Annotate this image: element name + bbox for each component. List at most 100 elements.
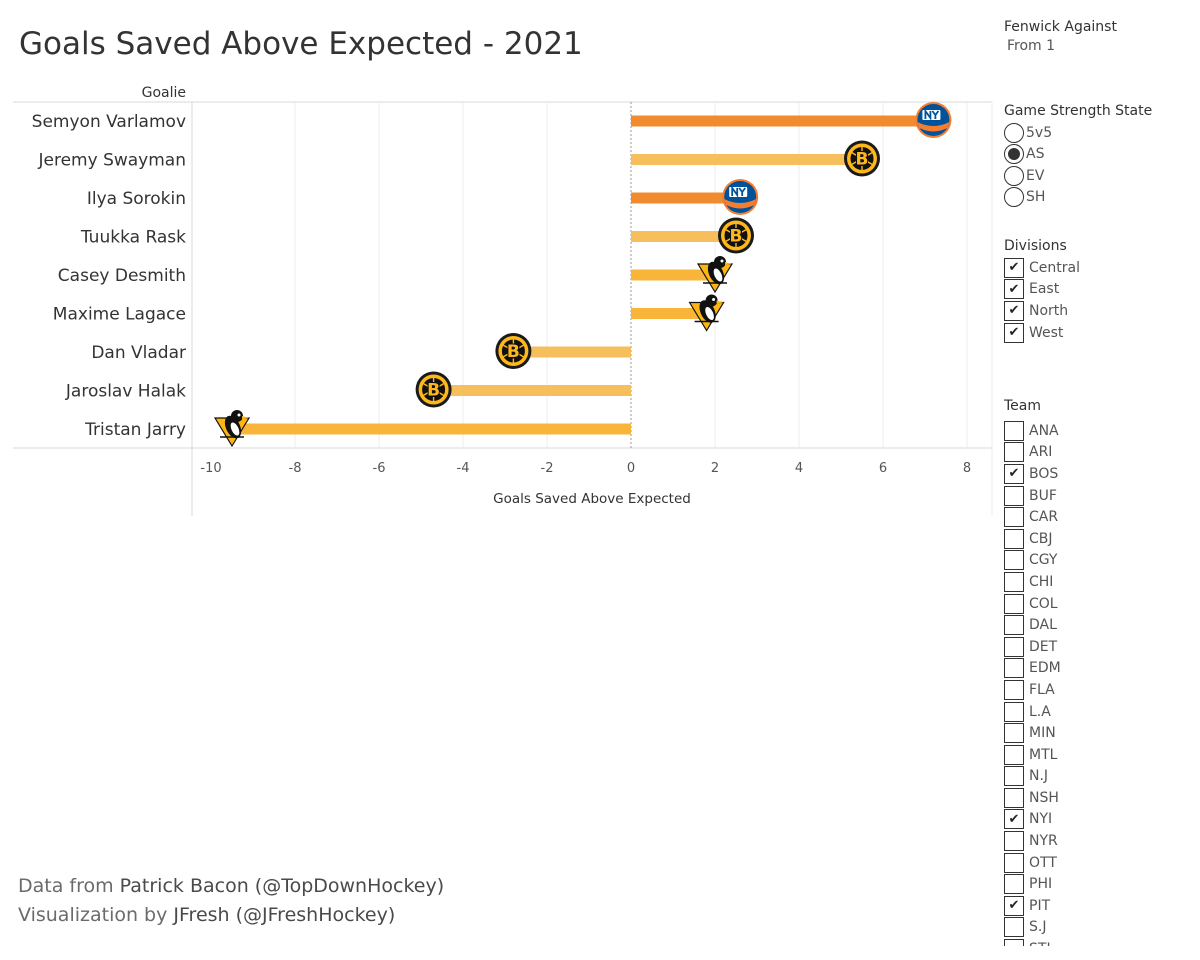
team-option-chi[interactable]: CHI	[1004, 571, 1124, 593]
radio-button[interactable]	[1004, 165, 1024, 186]
strength-option-label: AS	[1026, 146, 1045, 163]
team-option-det[interactable]: DET	[1004, 636, 1124, 658]
team-option-cgy[interactable]: CGY	[1004, 550, 1124, 572]
team-option-nyr[interactable]: NYR	[1004, 830, 1124, 852]
strength-option-5v5[interactable]: 5v5	[1004, 122, 1152, 144]
team-option-label: NYI	[1029, 811, 1053, 828]
bar-semyon-varlamov[interactable]	[631, 115, 934, 127]
islanders-logo-icon	[722, 179, 759, 215]
strength-option-label: SH	[1026, 189, 1046, 206]
fenwick-filter-value[interactable]: From 1	[1007, 38, 1056, 54]
team-option-la[interactable]: L.A	[1004, 701, 1124, 723]
team-option-dal[interactable]: DAL	[1004, 614, 1124, 636]
team-option-ana[interactable]: ANA	[1004, 420, 1124, 442]
checkbox[interactable]	[1004, 917, 1024, 938]
team-option-nyi[interactable]: ✔ NYI	[1004, 809, 1124, 831]
checkbox[interactable]	[1004, 636, 1024, 657]
checkbox[interactable]: ✔	[1004, 322, 1024, 343]
goalie-label: Maxime Lagace	[53, 305, 186, 325]
bars-layer: B B B B	[213, 102, 952, 448]
team-option-stl[interactable]: STL	[1004, 938, 1124, 946]
checkbox[interactable]	[1004, 442, 1024, 463]
bar-tristan-jarry[interactable]	[232, 423, 631, 435]
checkbox[interactable]: ✔	[1004, 279, 1024, 300]
radio-button[interactable]	[1004, 144, 1024, 165]
team-option-nj[interactable]: N.J	[1004, 766, 1124, 788]
checkbox[interactable]	[1004, 787, 1024, 808]
team-option-col[interactable]: COL	[1004, 593, 1124, 615]
team-option-phi[interactable]: PHI	[1004, 873, 1124, 895]
checkbox[interactable]	[1004, 766, 1024, 787]
team-option-bos[interactable]: ✔ BOS	[1004, 463, 1124, 485]
team-option-mtl[interactable]: MTL	[1004, 744, 1124, 766]
checkbox[interactable]: ✔	[1004, 463, 1024, 484]
team-option-edm[interactable]: EDM	[1004, 658, 1124, 680]
strength-option-ev[interactable]: EV	[1004, 165, 1152, 187]
team-filter-list[interactable]: ANA ARI ✔ BOS BUF CAR CBJ CGY CHI COL DAL DET EDM FLA…	[1004, 420, 1124, 946]
team-option-min[interactable]: MIN	[1004, 722, 1124, 744]
division-option-label: East	[1029, 281, 1060, 298]
checkbox[interactable]	[1004, 528, 1024, 549]
team-option-label: BOS	[1029, 465, 1059, 482]
checkbox[interactable]: ✔	[1004, 895, 1024, 916]
checkbox[interactable]	[1004, 593, 1024, 614]
checkbox[interactable]	[1004, 485, 1024, 506]
checkbox[interactable]	[1004, 420, 1024, 441]
team-option-label: CAR	[1029, 509, 1059, 526]
credits-line-data: Data from Patrick Bacon (@TopDownHockey)	[18, 875, 445, 897]
bar-tuukka-rask[interactable]	[631, 231, 736, 242]
bar-jeremy-swayman[interactable]	[631, 154, 862, 165]
division-option-east[interactable]: ✔ East	[1004, 279, 1080, 301]
team-option-nsh[interactable]: NSH	[1004, 787, 1124, 809]
strength-option-sh[interactable]: SH	[1004, 187, 1152, 209]
x-tick-label: -4	[457, 461, 470, 476]
checkbox[interactable]	[1004, 852, 1024, 873]
divisions-filter: Divisions ✔ Central ✔ East ✔ North ✔ West	[1004, 238, 1080, 343]
checkbox[interactable]	[1004, 831, 1024, 852]
team-option-car[interactable]: CAR	[1004, 506, 1124, 528]
x-tick-label: 2	[711, 461, 719, 476]
checkbox[interactable]	[1004, 550, 1024, 571]
bar-maxime-lagace[interactable]	[631, 308, 707, 319]
checkbox[interactable]	[1004, 679, 1024, 700]
x-tick-label: -8	[289, 461, 302, 476]
team-option-label: N.J	[1029, 768, 1049, 785]
checkbox[interactable]	[1004, 874, 1024, 895]
checkbox[interactable]: ✔	[1004, 809, 1024, 830]
checkbox[interactable]	[1004, 615, 1024, 636]
x-axis-title: Goals Saved Above Expected	[493, 491, 691, 507]
checkbox[interactable]	[1004, 701, 1024, 722]
strength-option-label: 5v5	[1026, 124, 1053, 141]
team-option-ari[interactable]: ARI	[1004, 442, 1124, 464]
team-option-label: NSH	[1029, 789, 1059, 806]
checkbox[interactable]: ✔	[1004, 257, 1024, 278]
division-option-west[interactable]: ✔ West	[1004, 322, 1080, 344]
team-option-ott[interactable]: OTT	[1004, 852, 1124, 874]
checkbox[interactable]	[1004, 723, 1024, 744]
team-option-sj[interactable]: S.J	[1004, 917, 1124, 939]
checkbox[interactable]	[1004, 507, 1024, 528]
division-option-north[interactable]: ✔ North	[1004, 300, 1080, 322]
division-option-label: West	[1029, 324, 1064, 341]
checkbox[interactable]	[1004, 744, 1024, 765]
x-tick-label: 4	[795, 461, 803, 476]
bar-dan-vladar[interactable]	[513, 346, 631, 358]
team-option-fla[interactable]: FLA	[1004, 679, 1124, 701]
checkbox[interactable]	[1004, 571, 1024, 592]
radio-button[interactable]	[1004, 122, 1024, 143]
team-option-label: CGY	[1029, 552, 1058, 569]
bar-ilya-sorokin[interactable]	[631, 192, 741, 204]
strength-option-as[interactable]: AS	[1004, 144, 1152, 166]
team-option-buf[interactable]: BUF	[1004, 485, 1124, 507]
checkbox[interactable]: ✔	[1004, 300, 1024, 321]
division-option-central[interactable]: ✔ Central	[1004, 257, 1080, 279]
team-filter-header: Team	[1004, 398, 1041, 417]
team-option-pit[interactable]: ✔ PIT	[1004, 895, 1124, 917]
checkbox[interactable]	[1004, 658, 1024, 679]
bar-jaroslav-halak[interactable]	[433, 385, 631, 396]
team-option-cbj[interactable]: CBJ	[1004, 528, 1124, 550]
bar-casey-desmith[interactable]	[631, 269, 715, 281]
team-option-label: PHI	[1029, 876, 1053, 893]
radio-button[interactable]	[1004, 187, 1024, 208]
checkbox[interactable]	[1004, 939, 1024, 946]
